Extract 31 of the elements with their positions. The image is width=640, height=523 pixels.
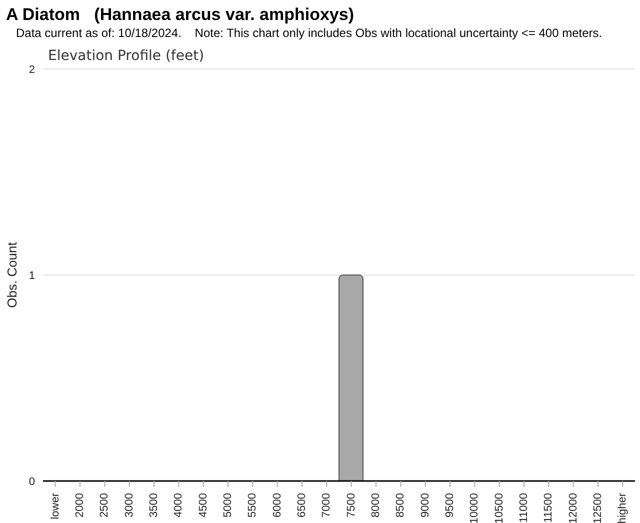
x-tick-label: 7000 (320, 493, 333, 518)
x-tick-label: 8500 (394, 493, 407, 518)
x-tick-label: 8000 (370, 493, 382, 518)
x-tick-label: 4000 (172, 493, 185, 518)
y-tick-label: 1 (28, 270, 35, 282)
y-tick-label: 2 (28, 64, 35, 76)
x-tick-label: 6000 (271, 493, 284, 518)
x-tick-label: 10500 (493, 493, 506, 523)
x-tick-label: 12000 (567, 493, 580, 523)
x-tick-label: 12500 (592, 493, 604, 523)
x-tick-label: 6500 (296, 493, 308, 518)
x-tick-label: higher (616, 492, 629, 523)
x-tick-label: 5000 (222, 493, 234, 518)
y-axis-title: Obs. Count (4, 242, 20, 308)
x-tick-label: 9000 (419, 493, 432, 518)
x-tick-label: 5500 (246, 493, 259, 518)
x-tick-label: 4500 (197, 493, 210, 518)
chart-subtitle: Data current as of: 10/18/2024. Note: This chart only includes Obs with locational uncertainty <= 400 meters. (16, 26, 602, 40)
x-tick-label: 2500 (98, 493, 111, 518)
x-tick-label: 3500 (148, 493, 160, 518)
x-tick-label: 3000 (123, 493, 136, 518)
x-tick-label: 10000 (468, 493, 481, 523)
x-tick-label: lower (49, 492, 62, 520)
x-tick-label: 2000 (74, 493, 86, 518)
y-tick-label: 0 (28, 476, 35, 488)
chart-title: A Diatom (Hannaea arcus var. amphioxys) (6, 5, 354, 25)
text: Elevation Profile (feet) (48, 48, 204, 64)
x-tick-label: 11000 (518, 493, 530, 523)
x-tick-label: 11500 (542, 493, 555, 523)
x-tick-label: 7500 (345, 493, 358, 518)
x-tick-label: 9500 (444, 493, 456, 518)
